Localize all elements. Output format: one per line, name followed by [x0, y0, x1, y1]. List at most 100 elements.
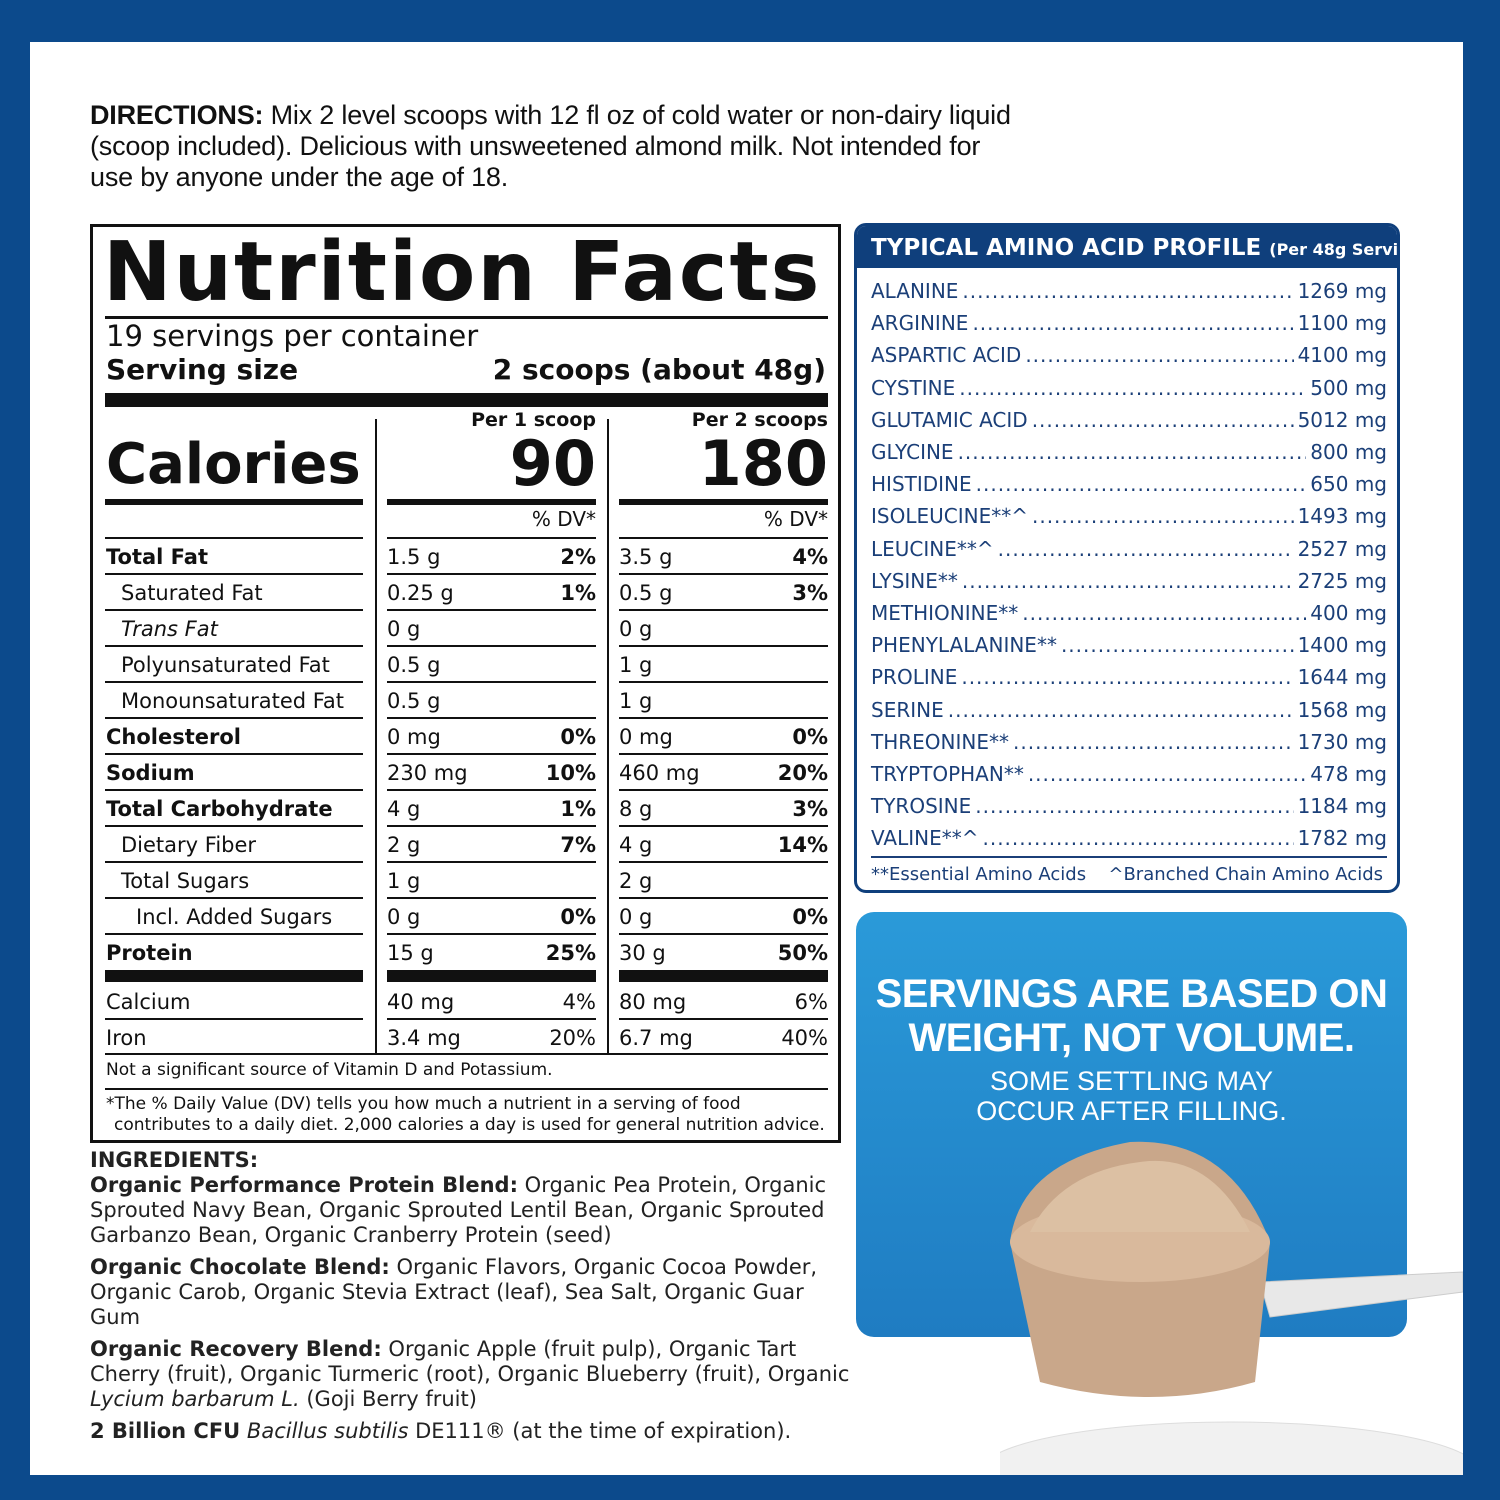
nutrient-amount-1-scoop: 1 g: [387, 869, 421, 893]
divider: [105, 609, 363, 611]
divider: [387, 681, 596, 683]
ingredient-text: Organic Apple (fruit pulp), Organic Tart…: [90, 1337, 850, 1386]
promo-line3: SOME SETTLING MAY: [989, 1066, 1274, 1096]
ingredient-text: Organic Recovery Blend:: [90, 1337, 382, 1361]
divider: [387, 1018, 596, 1020]
nutrient-dv-2-scoops: 3%: [792, 797, 828, 821]
column-divider: [607, 419, 609, 1055]
nutrient-name: Cholesterol: [106, 725, 241, 749]
amino-row: HISTIDINE 650 mg: [871, 468, 1387, 500]
nutrient-amount-1-scoop: 15 g: [387, 941, 434, 965]
amino-name: GLUTAMIC ACID: [871, 407, 1028, 432]
nutrient-dv-1-scoop: 0%: [560, 905, 596, 929]
amino-row: CYSTINE 500 mg: [871, 372, 1387, 404]
nutrient-amount-2-scoops: 3.5 g: [619, 545, 673, 569]
dot-leader: [1013, 730, 1294, 754]
amino-row: PHENYLALANINE** 1400 mg: [871, 629, 1387, 661]
ingredient-paragraph: Organic Recovery Blend: Organic Apple (f…: [90, 1337, 850, 1412]
directions-text: Mix 2 level scoops with 12 fl oz of cold…: [90, 100, 1011, 192]
nutrient-amount-1-scoop: 0.5 g: [387, 689, 441, 713]
ingredient-text: (Goji Berry fruit): [299, 1387, 477, 1411]
promo-line1: SERVINGS ARE BASED ON: [875, 972, 1388, 1016]
amino-value: 1400 mg: [1297, 633, 1387, 658]
nutrient-amount-1-scoop: 0 g: [387, 905, 421, 929]
amino-name: THREONINE**: [871, 729, 1009, 754]
dot-leader: [962, 569, 1294, 593]
divider: [105, 861, 363, 863]
divider: [619, 717, 828, 719]
nutrient-dv-1-scoop: 0%: [560, 725, 596, 749]
col1-calories: 90: [509, 427, 596, 500]
amino-footer-bcaa: ^Branched Chain Amino Acids: [1108, 864, 1383, 885]
nutrient-name: Total Sugars: [121, 869, 250, 893]
amino-row: TRYPTOPHAN** 478 mg: [871, 758, 1387, 790]
divider: [619, 681, 828, 683]
footnote-line1: *The % Daily Value (DV) tells you how mu…: [106, 1094, 741, 1114]
amino-name: GLYCINE: [871, 440, 954, 464]
divider: [387, 537, 596, 539]
nutrient-name: Incl. Added Sugars: [136, 905, 333, 929]
divider: [387, 645, 596, 647]
nutrient-amount-2-scoops: 80 mg: [619, 990, 687, 1014]
ingredient-paragraph: Organic Chocolate Blend: Organic Flavors…: [90, 1255, 850, 1330]
divider: [387, 753, 596, 755]
dot-leader: [1022, 601, 1306, 625]
amino-row: THREONINE** 1730 mg: [871, 726, 1387, 758]
ingredient-text: Organic Chocolate Blend:: [90, 1255, 390, 1279]
ingredient-text: Bacillus subtilis: [246, 1419, 409, 1443]
nutrient-name: Iron: [106, 1026, 147, 1050]
ingredient-text: DE111® (at the time of expiration).: [408, 1419, 792, 1443]
divider: [387, 861, 596, 863]
amino-value: 2725 mg: [1297, 568, 1387, 593]
divider: [105, 1088, 828, 1090]
col2-header: Per 2 scoops: [691, 409, 828, 431]
amino-name: ISOLEUCINE**^: [871, 504, 1028, 529]
nutrient-amount-2-scoops: 1 g: [619, 689, 653, 713]
amino-row: ASPARTIC ACID 4100 mg: [871, 339, 1387, 371]
dot-leader: [948, 698, 1294, 722]
amino-row: ARGININE 1100 mg: [871, 307, 1387, 339]
divider: [387, 789, 596, 791]
nutrient-amount-2-scoops: 0 g: [619, 617, 653, 641]
amino-name: LEUCINE**^: [871, 536, 994, 561]
nutrient-dv-2-scoops: 20%: [777, 761, 828, 785]
divider: [105, 316, 828, 319]
dot-leader: [982, 826, 1293, 850]
amino-row: LYSINE** 2725 mg: [871, 565, 1387, 597]
nutrient-amount-1-scoop: 40 mg: [387, 990, 455, 1014]
divider: [387, 573, 596, 575]
amino-subtitle: (Per 48g Serving): [1269, 240, 1399, 259]
nutrient-amount-1-scoop: 3.4 mg: [387, 1026, 461, 1050]
nutrient-name: Protein: [106, 941, 193, 965]
dot-leader: [1061, 633, 1294, 657]
ingredient-paragraph: 2 Billion CFU Bacillus subtilis DE111® (…: [90, 1419, 850, 1444]
ingredients-list: Organic Performance Protein Blend: Organ…: [90, 1173, 850, 1444]
divider: [387, 499, 596, 505]
amino-value: 500 mg: [1310, 375, 1387, 400]
amino-row: ALANINE 1269 mg: [871, 275, 1387, 307]
calories-label: Calories: [106, 432, 361, 497]
ingredient-text: Lycium barbarum L.: [90, 1387, 300, 1411]
nutrient-dv-2-scoops: 50%: [777, 941, 828, 965]
ingredient-text: Organic Performance Protein Blend:: [90, 1173, 518, 1197]
amino-name: METHIONINE**: [871, 601, 1019, 625]
amino-row: GLYCINE 800 mg: [871, 436, 1387, 468]
divider: [619, 609, 828, 611]
ingredient-text: Organic Flavors, Organic Cocoa Powder, O…: [90, 1255, 818, 1329]
nutrient-name: Saturated Fat: [121, 581, 263, 605]
divider: [619, 861, 828, 863]
nutrient-dv-2-scoops: 3%: [792, 581, 828, 605]
divider: [619, 573, 828, 575]
amino-value: 1730 mg: [1297, 729, 1387, 754]
divider: [105, 825, 363, 827]
nutrient-dv-2-scoops: [619, 647, 828, 683]
nutrient-dv-1-scoop: [387, 683, 596, 719]
nutrient-name: Total Fat: [106, 545, 209, 569]
divider: [105, 645, 363, 647]
dot-leader: [972, 311, 1293, 335]
divider-thick: [105, 393, 828, 407]
not-significant-note: Not a significant source of Vitamin D an…: [106, 1060, 553, 1080]
divider: [387, 897, 596, 899]
amino-value: 5012 mg: [1297, 407, 1387, 432]
amino-footer-essential: **Essential Amino Acids: [871, 864, 1087, 885]
